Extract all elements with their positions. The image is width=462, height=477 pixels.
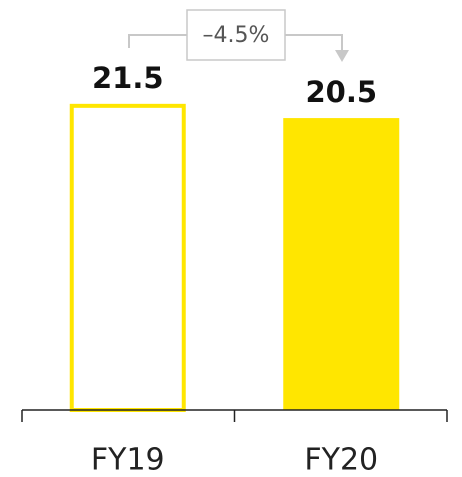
value-label: 20.5 <box>305 75 377 109</box>
bar <box>69 103 186 412</box>
annotation-box <box>186 9 286 61</box>
arrow-head <box>335 50 349 62</box>
x-tick-label: FY20 <box>304 443 378 477</box>
x-tick-label: FY19 <box>91 443 165 477</box>
annotation-text: –4.5% <box>203 23 270 48</box>
change-annotation: –4.5% <box>128 9 349 62</box>
bracket <box>128 34 343 52</box>
bar <box>283 118 400 410</box>
value-label: 21.5 <box>92 61 164 95</box>
